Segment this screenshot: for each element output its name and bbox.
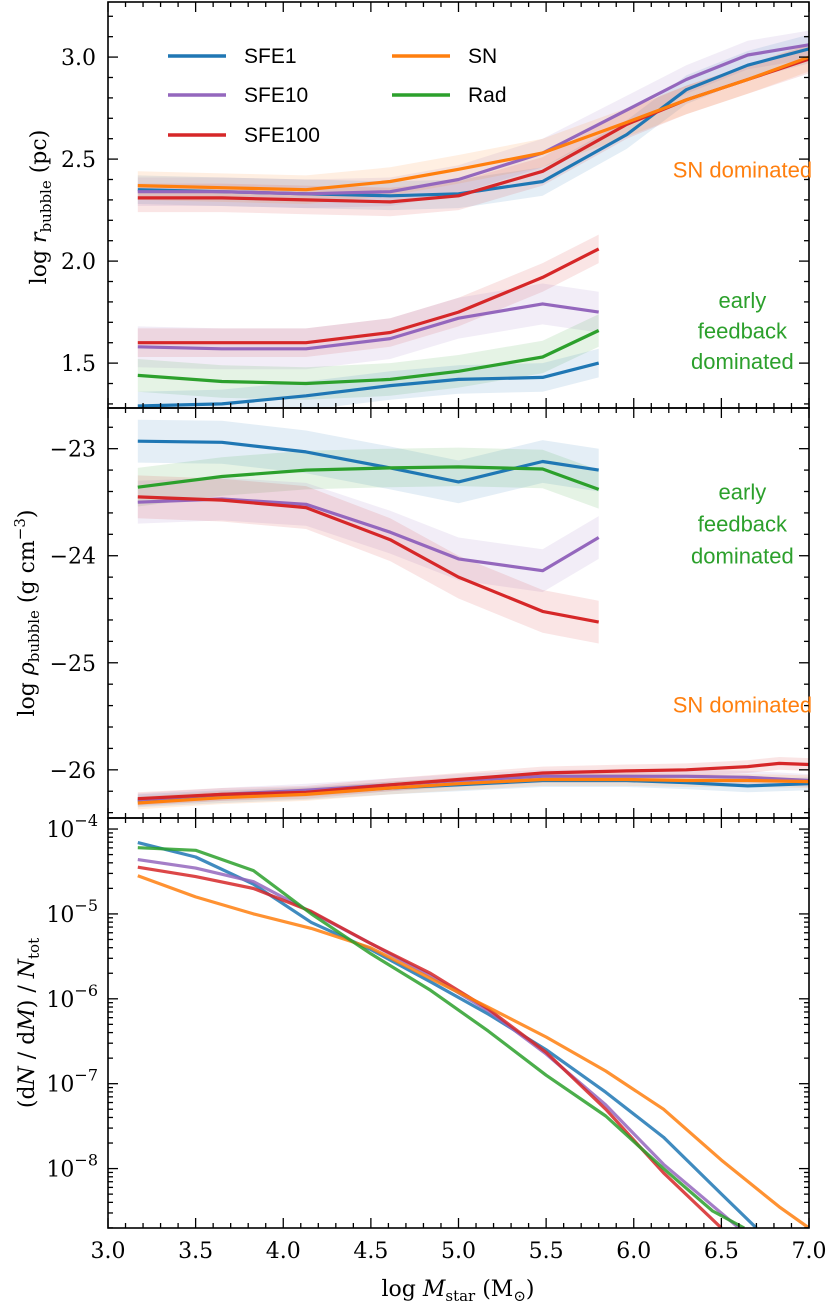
series-line-rad-4 [137,846,745,1228]
band-sfe1-7 [137,348,599,408]
x-tick-label: 6.0 [616,1239,651,1264]
x-tick-label: 5.0 [441,1239,476,1264]
annotation-feedback: feedback [698,512,788,537]
annotation-early: early [719,288,767,313]
series-line-sfe10-5 [137,302,599,351]
annotation-dominated: dominated [691,349,794,374]
panel-bubble-radius: 1.5 2.0 2.5 3.0 [61,2,810,408]
annotation-early: early [719,479,767,504]
series-line-rad-6 [137,329,600,386]
y-tick-label: −23 [50,438,96,463]
annotation-dominated: dominated [691,544,794,569]
panel-bubble-density: −26 −25 −24 −23 [50,408,810,818]
x-tick-label: 3.5 [178,1239,213,1264]
legend-label-sfe100: SFE100 [244,124,320,147]
y-tick-label: −26 [50,759,96,784]
y-tick-label: 1.5 [61,352,96,377]
series-line-sn-3 [137,874,809,1228]
x-tick-label: 5.5 [529,1239,564,1264]
series-lines [137,439,809,805]
y-tick-label: −25 [50,652,96,677]
x-tick-labels: 3.0 3.5 4.0 4.5 5.0 5.5 6.0 6.5 7.0 [91,1239,827,1264]
annotation-feedback: feedback [698,318,788,343]
y-tick-labels: 1.5 2.0 2.5 3.0 [61,46,96,377]
y-tick-labels: −26 −25 −24 −23 [50,438,96,784]
series-line-sfe10-1 [137,43,809,196]
axis-ticks [107,408,810,818]
x-tick-label: 3.0 [91,1239,126,1264]
series-lines [137,841,809,1228]
x-tick-label: 6.5 [704,1239,739,1264]
band-rad-1 [137,447,599,509]
series-line-sfe100-6 [137,761,809,801]
y-tick-label: −24 [50,545,96,570]
panel-mass-function: 10−810−710−610−510−4 [46,811,810,1229]
series-line-sfe1-7 [137,361,600,408]
band-sfe1-0 [137,419,599,504]
y-tick-label: 2.0 [61,250,96,275]
series-line-sfe100-2 [137,865,723,1228]
y-tick-label: 3.0 [61,46,96,71]
annotations: SN dominated early feedback dominated early f… [673,157,812,717]
legend-label-sn: SN [468,45,497,68]
x-tick-label: 4.0 [266,1239,301,1264]
y-axis-label-radius: log rbubble (pc) [27,130,55,285]
band-sfe100-4 [137,234,599,357]
series-line-sfe100-3 [137,495,599,624]
panel-frame-bottom [107,817,810,1229]
series-line-sn-3 [137,55,809,192]
legend-label-rad: Rad [468,84,507,107]
series-line-rad-1 [137,465,600,491]
legend-label-sfe1: SFE1 [244,45,297,68]
annotation-sn-dominated: SN dominated [673,693,812,718]
series-line-sfe100-4 [137,247,600,345]
annotation-sn-dominated: SN dominated [673,157,812,182]
axis-ticks [107,818,810,1229]
y-tick-label: 2.5 [61,148,96,173]
series-lines [137,43,809,408]
y-axis-label-mass-function: (dN / dM) / Ntot [15,938,43,1108]
band-sfe100-3 [137,475,599,644]
legend-label-sfe10: SFE10 [244,84,308,107]
x-tick-label: 7.0 [792,1239,827,1264]
x-tick-label: 4.5 [353,1239,388,1264]
series-line-sn-7 [137,777,809,805]
legend: SFE1 SFE10 SFE100 SN Rad [168,45,507,147]
